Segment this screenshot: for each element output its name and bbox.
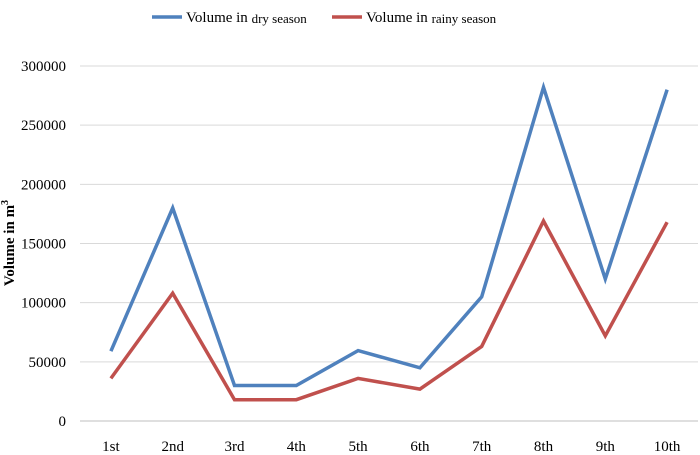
- x-tick-label: 9th: [596, 439, 616, 455]
- y-tick-label: 100000: [21, 296, 66, 312]
- x-axis-tick-labels: 1st 2nd 3rd 4th 5th 6th 7th 8th 9th 10th: [102, 439, 681, 455]
- y-tick-label: 300000: [21, 59, 66, 75]
- x-tick-label: 7th: [472, 439, 492, 455]
- legend-label: Volume in rainy season: [366, 10, 497, 26]
- y-axis-title-superscript: 3: [0, 200, 11, 205]
- x-tick-label: 1st: [102, 439, 120, 455]
- series-line-dry-season: [109, 81, 669, 388]
- y-tick-label: 250000: [21, 118, 66, 134]
- series-lines: [109, 81, 669, 402]
- y-axis-tick-labels: 0 50000 100000 150000 200000 250000 300000: [21, 59, 66, 430]
- y-tick-label: 0: [59, 414, 67, 430]
- legend: Volume in dry season Volume in rainy seas…: [152, 10, 497, 26]
- y-tick-label: 50000: [29, 355, 67, 371]
- y-axis-title: Volume in m3: [0, 200, 18, 286]
- x-tick-label: 2nd: [161, 439, 184, 455]
- x-tick-label: 10th: [654, 439, 681, 455]
- y-tick-label: 150000: [21, 237, 66, 253]
- y-tick-label: 200000: [21, 177, 66, 193]
- series-line-rainy-season: [109, 217, 669, 402]
- x-tick-label: 5th: [349, 439, 369, 455]
- x-tick-label: 6th: [410, 439, 430, 455]
- x-tick-label: 8th: [534, 439, 554, 455]
- legend-label: Volume in dry season: [186, 10, 307, 26]
- y-axis-title-text: Volume in m: [2, 204, 18, 286]
- x-tick-label: 3rd: [225, 439, 245, 455]
- gridlines: [80, 65, 698, 422]
- x-tick-label: 4th: [287, 439, 307, 455]
